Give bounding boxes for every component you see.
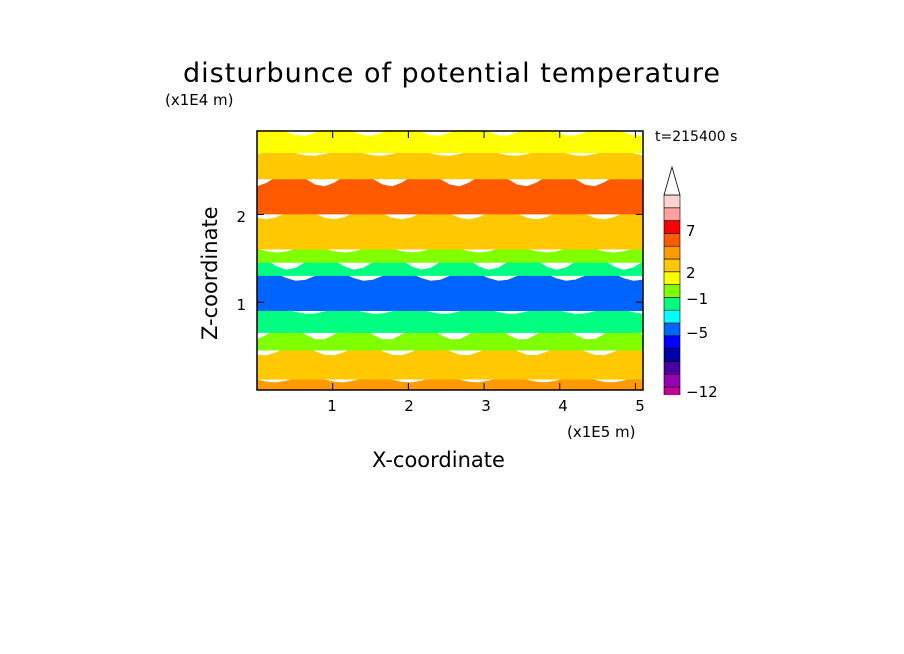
contour-band xyxy=(257,308,643,333)
y-axis-label: Z-coordinate xyxy=(198,206,222,340)
colorbar-label: 2 xyxy=(686,264,696,282)
colorbar-label: 7 xyxy=(686,222,696,240)
y-tick-label: 2 xyxy=(236,208,246,226)
x-tick-label: 1 xyxy=(327,397,337,415)
colorbar-cell xyxy=(663,348,681,362)
colorbar-cell xyxy=(663,297,681,311)
plot-frame xyxy=(256,130,644,391)
x-tick-label: 3 xyxy=(481,397,491,415)
contour-band xyxy=(257,376,643,390)
colorbar-cell xyxy=(663,335,681,349)
x-axis-label: X-coordinate xyxy=(372,448,505,472)
colorbar-cell xyxy=(663,386,681,395)
contour-band xyxy=(257,150,643,180)
contour-band xyxy=(257,130,643,153)
colorbar-cell xyxy=(663,194,681,209)
contour-band xyxy=(257,172,643,215)
colorbar-label: −5 xyxy=(686,324,709,342)
colorbar xyxy=(663,165,681,395)
colorbar-label: −1 xyxy=(686,290,709,308)
colorbar-cell xyxy=(663,322,681,337)
colorbar-cell xyxy=(663,373,681,388)
x-tick-label: 2 xyxy=(404,397,414,415)
colorbar-cell xyxy=(663,245,681,260)
contour-band xyxy=(257,271,643,311)
contour-band xyxy=(257,246,643,263)
x-tick-label: 5 xyxy=(635,397,645,415)
plot-area xyxy=(256,130,644,391)
time-label: t=215400 s xyxy=(655,129,738,145)
colorbar-cell xyxy=(663,284,681,298)
colorbar-extend-arrow xyxy=(663,165,681,196)
contour-band xyxy=(257,256,643,276)
colorbar-label: −12 xyxy=(686,383,718,401)
colorbar-cell xyxy=(663,361,681,375)
y-axis-unit: (x1E4 m) xyxy=(165,91,234,109)
colorbar-cell xyxy=(663,258,681,273)
colorbar-cell xyxy=(663,220,681,234)
contour-band xyxy=(257,345,643,380)
colorbar-cell xyxy=(663,233,681,247)
chart-title: disturbunce of potential temperature xyxy=(183,58,721,89)
x-axis-unit: (x1E5 m) xyxy=(567,423,636,441)
contour-band xyxy=(257,209,643,250)
y-tick-label: 1 xyxy=(236,296,246,314)
colorbar-cell xyxy=(663,271,681,285)
colorbar-cell xyxy=(663,309,681,324)
x-tick-label: 4 xyxy=(558,397,568,415)
colorbar-cell xyxy=(663,207,681,221)
